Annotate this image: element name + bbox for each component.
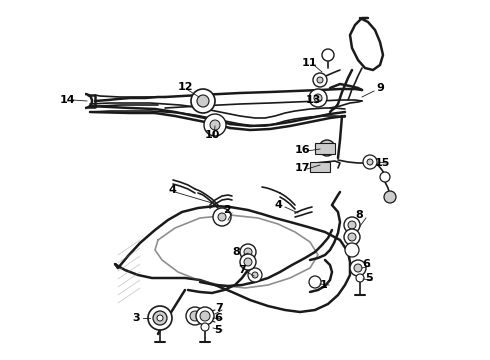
- Text: 6: 6: [214, 313, 222, 323]
- Circle shape: [240, 254, 256, 270]
- Circle shape: [196, 307, 214, 325]
- Text: 8: 8: [355, 210, 363, 220]
- Circle shape: [190, 311, 200, 321]
- Circle shape: [348, 221, 356, 229]
- Circle shape: [384, 191, 396, 203]
- Circle shape: [248, 268, 262, 282]
- Circle shape: [350, 260, 366, 276]
- Text: 7: 7: [238, 265, 246, 275]
- Text: 5: 5: [365, 273, 372, 283]
- Circle shape: [244, 258, 252, 266]
- Circle shape: [380, 172, 390, 182]
- Text: 4: 4: [168, 185, 176, 195]
- Circle shape: [213, 208, 231, 226]
- Text: 14: 14: [60, 95, 75, 105]
- FancyBboxPatch shape: [310, 162, 330, 172]
- Circle shape: [240, 244, 256, 260]
- Text: 12: 12: [178, 82, 194, 92]
- Circle shape: [153, 311, 167, 325]
- Circle shape: [210, 120, 220, 130]
- Circle shape: [322, 49, 334, 61]
- Circle shape: [148, 306, 172, 330]
- Circle shape: [204, 114, 226, 136]
- Circle shape: [319, 140, 335, 156]
- Text: 2: 2: [223, 205, 231, 215]
- Text: 11: 11: [302, 58, 318, 68]
- FancyBboxPatch shape: [315, 143, 335, 154]
- Text: 4: 4: [274, 200, 282, 210]
- Text: 15: 15: [375, 158, 391, 168]
- Text: 7: 7: [215, 303, 223, 313]
- Circle shape: [244, 248, 252, 256]
- Circle shape: [201, 323, 209, 331]
- Circle shape: [348, 233, 356, 241]
- Circle shape: [200, 311, 210, 321]
- Text: 3: 3: [132, 313, 140, 323]
- Circle shape: [345, 243, 359, 257]
- Circle shape: [191, 89, 215, 113]
- Circle shape: [363, 155, 377, 169]
- Text: 6: 6: [362, 259, 370, 269]
- Text: 17: 17: [295, 163, 311, 173]
- Circle shape: [344, 217, 360, 233]
- Text: 16: 16: [295, 145, 311, 155]
- Circle shape: [309, 89, 327, 107]
- Circle shape: [313, 73, 327, 87]
- Circle shape: [344, 229, 360, 245]
- Text: 10: 10: [205, 130, 220, 140]
- Text: 9: 9: [376, 83, 384, 93]
- Circle shape: [323, 144, 331, 152]
- Text: 13: 13: [306, 95, 321, 105]
- Circle shape: [356, 274, 364, 282]
- Circle shape: [186, 307, 204, 325]
- Circle shape: [157, 315, 163, 321]
- Circle shape: [252, 272, 258, 278]
- Circle shape: [218, 213, 226, 221]
- Circle shape: [197, 95, 209, 107]
- Circle shape: [354, 264, 362, 272]
- Text: 5: 5: [214, 325, 221, 335]
- Text: 1: 1: [320, 280, 328, 290]
- Text: 8: 8: [232, 247, 240, 257]
- Circle shape: [314, 94, 322, 102]
- Circle shape: [309, 276, 321, 288]
- Circle shape: [317, 77, 323, 83]
- Circle shape: [367, 159, 373, 165]
